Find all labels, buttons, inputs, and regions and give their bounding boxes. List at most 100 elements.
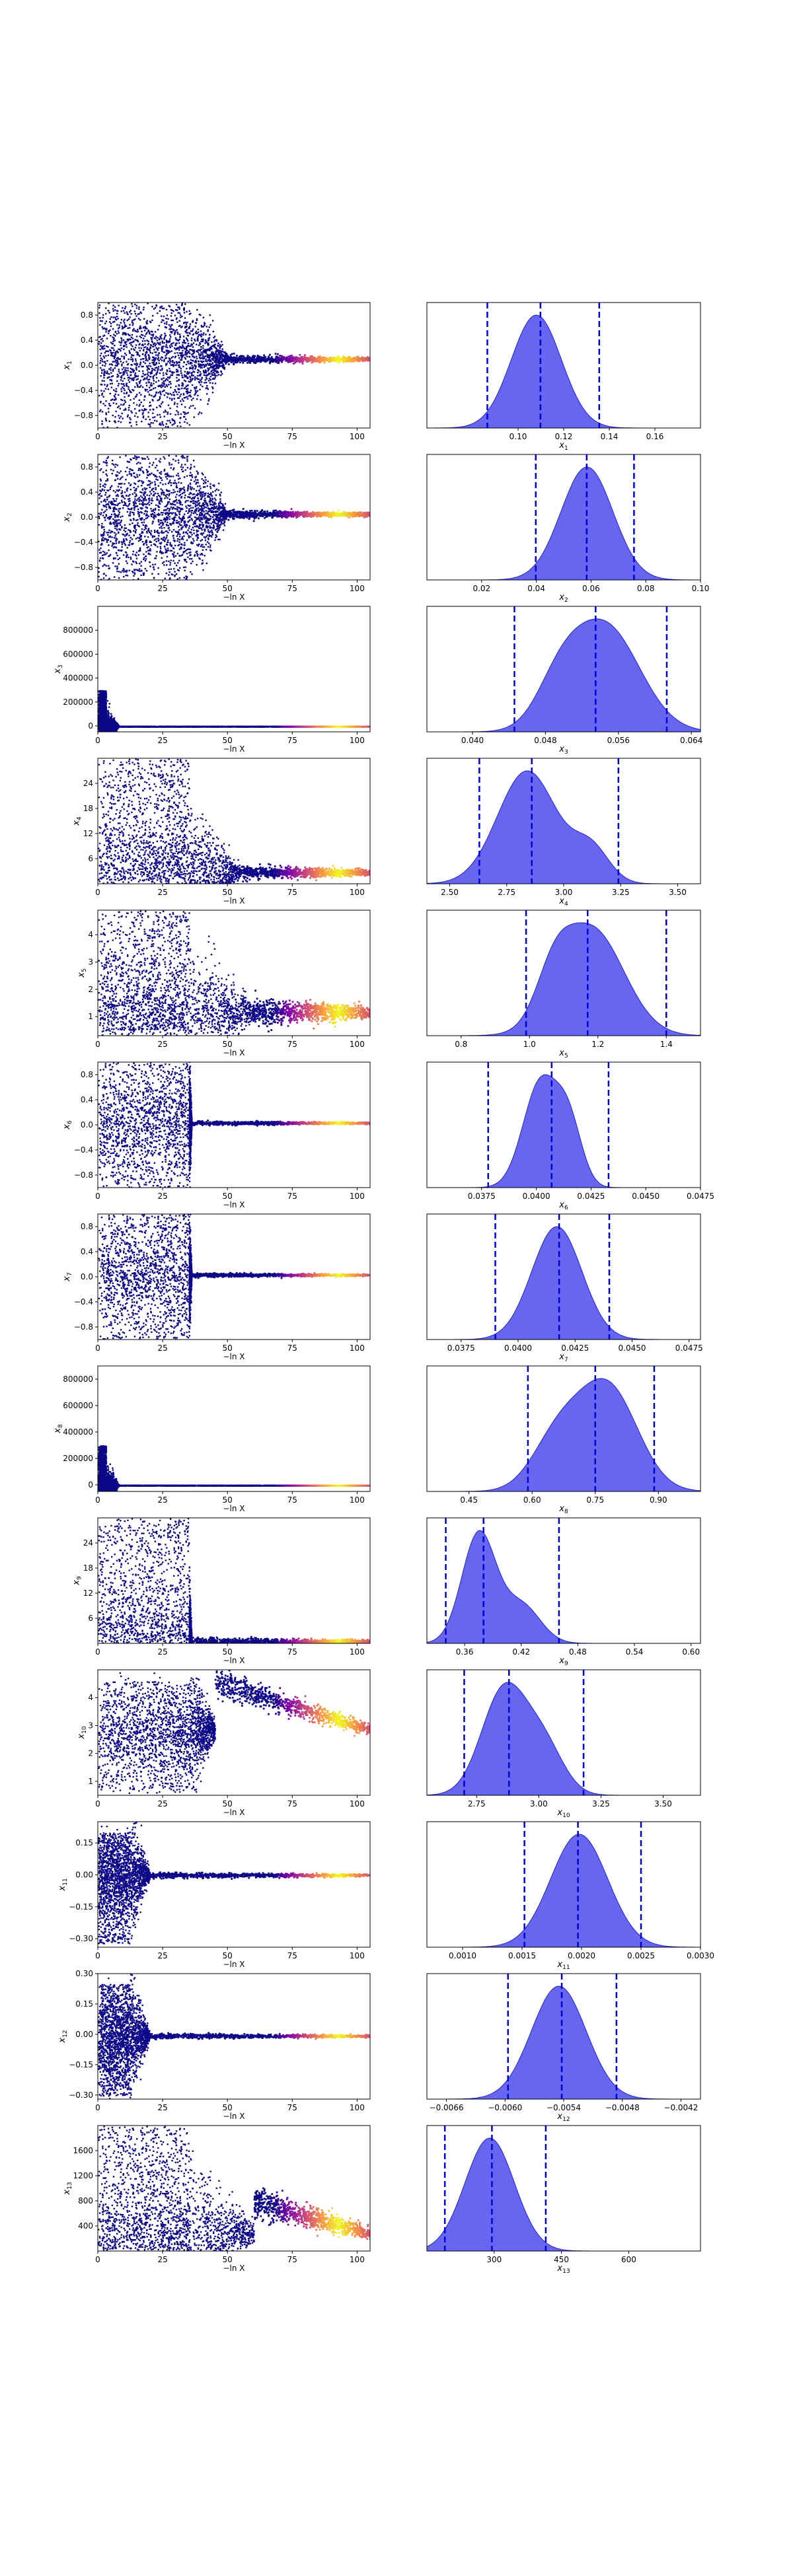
x-tick-label: −0.0066 xyxy=(430,2103,464,2112)
trace-points xyxy=(98,1214,370,1340)
posterior-density xyxy=(426,1682,700,1796)
trace-points xyxy=(98,1445,370,1491)
trace-points xyxy=(98,454,370,580)
x-tick-label: 0.0475 xyxy=(675,1343,703,1353)
y-tick-label: 0.4 xyxy=(81,336,93,345)
y-tick-label: 0.30 xyxy=(75,1969,93,1978)
posterior-density xyxy=(427,1378,701,1492)
x-tick-label: 3.50 xyxy=(654,1799,672,1808)
x-tick-label: 75 xyxy=(287,1192,297,1201)
x-tick-label: 25 xyxy=(157,1647,167,1657)
posterior-xlabel: x5 xyxy=(558,1048,568,1059)
x-tick-label: 2.75 xyxy=(468,1799,486,1808)
posterior-frame xyxy=(426,910,701,1036)
trace-panel-x1: 0 25 50 75 100 −0.8 −0.4 0.0 0.4 0.8 −ln X x1 xyxy=(62,302,371,450)
y-tick-label: 12 xyxy=(83,829,93,838)
y-tick-label: 1600 xyxy=(73,2146,93,2155)
posterior-xlabel: x1 xyxy=(558,441,568,452)
y-tick-label: 3 xyxy=(88,957,93,966)
x-tick-label: 0.12 xyxy=(555,432,573,441)
trace-panel-x6: 0 25 50 75 100 −0.8 −0.4 0.0 0.4 0.8 −ln X x6 xyxy=(62,1061,371,1209)
y-tick-label: 0.0 xyxy=(81,1120,93,1129)
posterior-frame xyxy=(426,454,701,581)
x-tick-label: 0.0400 xyxy=(523,1192,550,1201)
x-tick-label: 25 xyxy=(157,1192,167,1201)
trace-points xyxy=(98,1062,370,1188)
x-tick-label: 0 xyxy=(95,1951,100,1960)
trace-panel-x3: 0 25 50 75 100 0 200000 400000 600000 800000 −ln X… xyxy=(53,606,371,754)
y-tick-label: 0.0 xyxy=(81,1272,93,1281)
y-tick-label: 600000 xyxy=(63,1401,93,1410)
x-tick-label: 0.0020 xyxy=(568,1951,595,1960)
x-tick-label: 600 xyxy=(621,2255,636,2264)
trace-xlabel: −ln X xyxy=(223,1656,245,1665)
trace-points xyxy=(98,1974,370,2099)
y-tick-label: 0.0 xyxy=(81,513,93,522)
trace-frame xyxy=(97,1973,371,2100)
y-tick-label: −0.30 xyxy=(69,1934,93,1943)
x-tick-label: 0.60 xyxy=(523,1495,541,1505)
trace-frame xyxy=(97,1365,371,1492)
x-tick-label: 0.04 xyxy=(527,584,545,593)
y-tick-label: −0.4 xyxy=(74,1297,93,1306)
y-tick-label: 4 xyxy=(88,930,93,939)
trace-frame xyxy=(97,606,371,733)
y-tick-label: 12 xyxy=(83,1589,93,1598)
x-tick-label: 50 xyxy=(223,1040,233,1049)
x-tick-label: 75 xyxy=(287,1343,297,1353)
posterior-xlabel: x2 xyxy=(558,592,568,604)
y-tick-label: 18 xyxy=(83,804,93,813)
y-tick-label: 0.4 xyxy=(81,1095,93,1104)
y-tick-label: 400 xyxy=(78,2221,93,2231)
posterior-frame xyxy=(426,1213,701,1340)
y-tick-label: 4 xyxy=(88,1693,93,1702)
x-tick-label: 0.0400 xyxy=(504,1343,532,1353)
x-tick-label: 0.048 xyxy=(534,736,556,745)
trace-xlabel: −ln X xyxy=(223,441,245,450)
y-tick-label: 0.4 xyxy=(81,487,93,497)
posterior-density xyxy=(426,770,700,884)
trace-xlabel: −ln X xyxy=(223,1352,245,1361)
x-tick-label: 25 xyxy=(157,1951,167,1960)
x-tick-label: 3.00 xyxy=(530,1799,548,1808)
x-tick-label: 0.54 xyxy=(626,1647,644,1657)
posterior-panel-x11: 0.0010 0.0015 0.0020 0.0025 0.0030 x11 xyxy=(426,1821,714,1971)
posterior-panel-x5: 0.8 1.0 1.2 1.4 x5 xyxy=(426,910,701,1059)
posterior-xlabel: x6 xyxy=(558,1200,568,1211)
trace-xlabel: −ln X xyxy=(223,2112,245,2121)
trace-frame xyxy=(97,910,371,1036)
x-tick-label: 0.064 xyxy=(680,736,702,745)
trace-xlabel: −ln X xyxy=(223,592,245,602)
posterior-frame xyxy=(426,1669,701,1796)
x-tick-label: 100 xyxy=(350,736,365,745)
trace-ylabel: x7 xyxy=(62,1272,73,1281)
trace-panel-x8: 0 25 50 75 100 0 200000 400000 600000 800000 −ln X… xyxy=(53,1365,371,1513)
x-tick-label: 100 xyxy=(350,432,365,441)
posterior-density xyxy=(427,466,700,581)
x-tick-label: 75 xyxy=(287,432,297,441)
trace-ylabel: x9 xyxy=(72,1576,83,1586)
x-tick-label: 100 xyxy=(350,1951,365,1960)
x-tick-label: −0.0048 xyxy=(605,2103,640,2112)
posterior-density xyxy=(427,922,701,1036)
trace-points xyxy=(98,1822,370,1945)
trace-ylabel: x8 xyxy=(53,1424,64,1434)
x-tick-label: 0 xyxy=(95,888,100,897)
y-tick-label: 600000 xyxy=(63,649,93,659)
posterior-panel-x9: 0.36 0.42 0.48 0.54 0.60 x9 xyxy=(426,1517,701,1667)
x-tick-label: 50 xyxy=(223,1343,233,1353)
posterior-density xyxy=(427,314,700,429)
x-tick-label: 50 xyxy=(223,432,233,441)
posterior-frame xyxy=(426,2125,701,2252)
y-tick-label: 200000 xyxy=(63,698,93,707)
y-tick-label: 400000 xyxy=(63,1427,93,1437)
x-tick-label: 50 xyxy=(223,1495,233,1505)
x-tick-label: 25 xyxy=(157,432,167,441)
posterior-panel-x10: 2.75 3.00 3.25 3.50 x10 xyxy=(426,1669,701,1819)
x-tick-label: 0.0030 xyxy=(687,1951,714,1960)
trace-xlabel: −ln X xyxy=(223,744,245,754)
posterior-density xyxy=(427,1074,700,1188)
x-tick-label: 0 xyxy=(95,2255,100,2264)
y-tick-label: 24 xyxy=(83,1538,93,1548)
x-tick-label: 50 xyxy=(223,1192,233,1201)
